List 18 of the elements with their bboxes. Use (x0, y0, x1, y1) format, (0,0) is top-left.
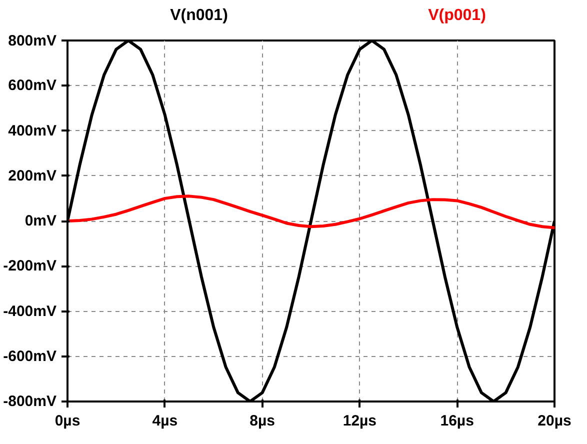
y-tick-label: -600mV (3, 348, 57, 365)
y-tick-label: -800mV (3, 393, 57, 410)
y-tick-label: 200mV (8, 167, 57, 184)
x-tick-label: 12µs (342, 412, 377, 430)
y-tick-label: 400mV (8, 122, 57, 140)
y-tick-label: 0mV (24, 212, 57, 230)
y-tick-label: -400mV (3, 302, 57, 320)
text: V(p001) (428, 6, 486, 26)
line-series (68, 194, 554, 230)
y-tick-label: 800mV (8, 32, 57, 50)
x-tick-label: 0µs (54, 412, 80, 430)
x-tick-label: 4µs (152, 412, 178, 430)
x-tick-label: 16µs (440, 412, 474, 430)
y-tick-label: -200mV (3, 258, 57, 275)
y-tick-label: 600mV (8, 77, 57, 94)
x-tick-label: 20µs (538, 412, 572, 430)
text: V(n001) (170, 6, 228, 26)
x-tick-label: 8µs (250, 412, 275, 430)
